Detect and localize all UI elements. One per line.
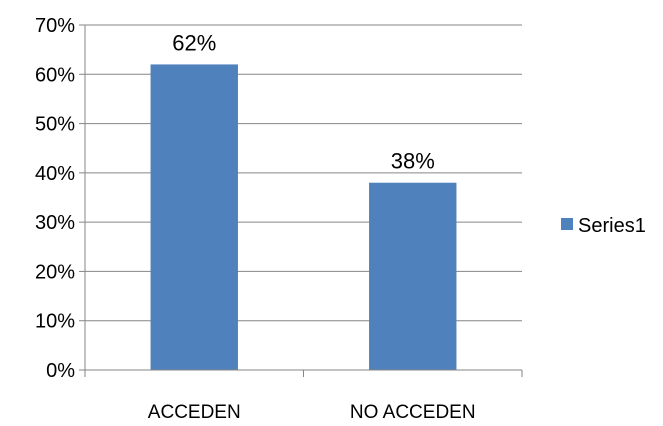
y-tick-label: 30% xyxy=(35,212,75,234)
y-tick-label: 0% xyxy=(46,360,75,382)
y-tick-label: 20% xyxy=(35,261,75,283)
y-tick-label: 50% xyxy=(35,114,75,136)
legend-swatch xyxy=(561,218,573,230)
labels: 0% 10% 20% 30% 40% 50% 60% 70% 62% ACCEDEN 38% NO A… xyxy=(35,15,476,423)
data-label: 38% xyxy=(391,149,435,174)
y-tick-label: 40% xyxy=(35,163,75,185)
legend-label: Series1 xyxy=(578,215,646,237)
data-label: 62% xyxy=(172,30,216,55)
x-category-label: NO ACCEDEN xyxy=(350,402,476,421)
axes xyxy=(79,24,523,377)
bar-no-acceden xyxy=(369,182,457,370)
y-tick-label: 10% xyxy=(35,311,75,333)
y-tick-label: 70% xyxy=(35,15,75,37)
y-tick-label: 60% xyxy=(35,64,75,86)
bar-acceden xyxy=(150,64,238,370)
x-category-label: ACCEDEN xyxy=(148,402,241,421)
legend: Series1 xyxy=(561,215,646,237)
bars xyxy=(150,64,457,370)
